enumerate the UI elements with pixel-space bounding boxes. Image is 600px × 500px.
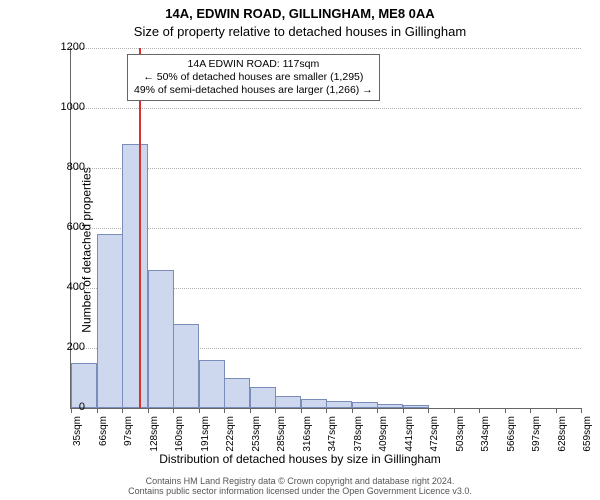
- x-tick: [505, 408, 506, 413]
- x-tick-label: 378sqm: [353, 416, 364, 456]
- x-tick: [479, 408, 480, 413]
- x-tick-label: 35sqm: [72, 416, 83, 456]
- histogram-bar: [199, 360, 225, 408]
- x-tick-label: 534sqm: [480, 416, 491, 456]
- histogram-bar: [301, 399, 327, 408]
- x-tick-label: 441sqm: [404, 416, 415, 456]
- footer-line-1: Contains HM Land Registry data © Crown c…: [0, 476, 600, 486]
- x-tick-label: 253sqm: [251, 416, 262, 456]
- chart-title-sub: Size of property relative to detached ho…: [0, 24, 600, 39]
- histogram-bar: [326, 401, 352, 409]
- x-tick-label: 66sqm: [98, 416, 109, 456]
- x-tick: [173, 408, 174, 413]
- x-tick: [403, 408, 404, 413]
- x-tick-label: 472sqm: [429, 416, 440, 456]
- chart-root: 14A, EDWIN ROAD, GILLINGHAM, ME8 0AA Siz…: [0, 0, 600, 500]
- x-tick-label: 285sqm: [276, 416, 287, 456]
- x-tick: [556, 408, 557, 413]
- x-tick-label: 347sqm: [327, 416, 338, 456]
- x-tick-label: 659sqm: [582, 416, 593, 456]
- x-tick: [377, 408, 378, 413]
- histogram-bar: [275, 396, 301, 408]
- plot-area: 14A EDWIN ROAD: 117sqm← 50% of detached …: [70, 48, 581, 409]
- y-tick-label: 0: [45, 401, 85, 413]
- annotation-line-2: ← 50% of detached houses are smaller (1,…: [134, 71, 373, 84]
- x-tick: [224, 408, 225, 413]
- x-tick-label: 503sqm: [455, 416, 466, 456]
- histogram-bar: [403, 405, 429, 408]
- histogram-bar: [250, 387, 276, 408]
- property-marker-line: [139, 48, 141, 408]
- histogram-bar: [148, 270, 174, 408]
- x-tick: [250, 408, 251, 413]
- x-tick-label: 160sqm: [174, 416, 185, 456]
- histogram-bar: [377, 404, 403, 408]
- annotation-line-1: 14A EDWIN ROAD: 117sqm: [134, 58, 373, 71]
- y-tick-label: 200: [45, 341, 85, 353]
- annotation-line-3: 49% of semi-detached houses are larger (…: [134, 84, 373, 97]
- x-tick-label: 628sqm: [557, 416, 568, 456]
- x-tick: [454, 408, 455, 413]
- x-tick-label: 191sqm: [200, 416, 211, 456]
- gridline: [71, 108, 581, 109]
- x-tick: [301, 408, 302, 413]
- x-tick: [97, 408, 98, 413]
- x-tick: [199, 408, 200, 413]
- y-tick-label: 1000: [45, 101, 85, 113]
- x-tick: [428, 408, 429, 413]
- x-tick-label: 597sqm: [531, 416, 542, 456]
- x-tick: [352, 408, 353, 413]
- gridline: [71, 48, 581, 49]
- x-tick: [148, 408, 149, 413]
- histogram-bar: [224, 378, 250, 408]
- footer-attribution: Contains HM Land Registry data © Crown c…: [0, 476, 600, 496]
- chart-title-main: 14A, EDWIN ROAD, GILLINGHAM, ME8 0AA: [0, 6, 600, 21]
- histogram-bar: [97, 234, 123, 408]
- x-tick: [122, 408, 123, 413]
- x-tick-label: 222sqm: [225, 416, 236, 456]
- y-tick-label: 1200: [45, 41, 85, 53]
- x-tick-label: 128sqm: [149, 416, 160, 456]
- histogram-bar: [352, 402, 378, 408]
- y-tick-label: 400: [45, 281, 85, 293]
- annotation-box: 14A EDWIN ROAD: 117sqm← 50% of detached …: [127, 54, 380, 101]
- histogram-bar: [122, 144, 148, 408]
- x-tick: [326, 408, 327, 413]
- footer-line-2: Contains public sector information licen…: [0, 486, 600, 496]
- x-tick: [275, 408, 276, 413]
- x-tick: [581, 408, 582, 413]
- x-tick-label: 409sqm: [378, 416, 389, 456]
- y-tick-label: 800: [45, 161, 85, 173]
- histogram-bar: [173, 324, 199, 408]
- x-tick-label: 316sqm: [302, 416, 313, 456]
- x-tick-label: 566sqm: [506, 416, 517, 456]
- x-tick-label: 97sqm: [123, 416, 134, 456]
- y-tick-label: 600: [45, 221, 85, 233]
- x-tick: [530, 408, 531, 413]
